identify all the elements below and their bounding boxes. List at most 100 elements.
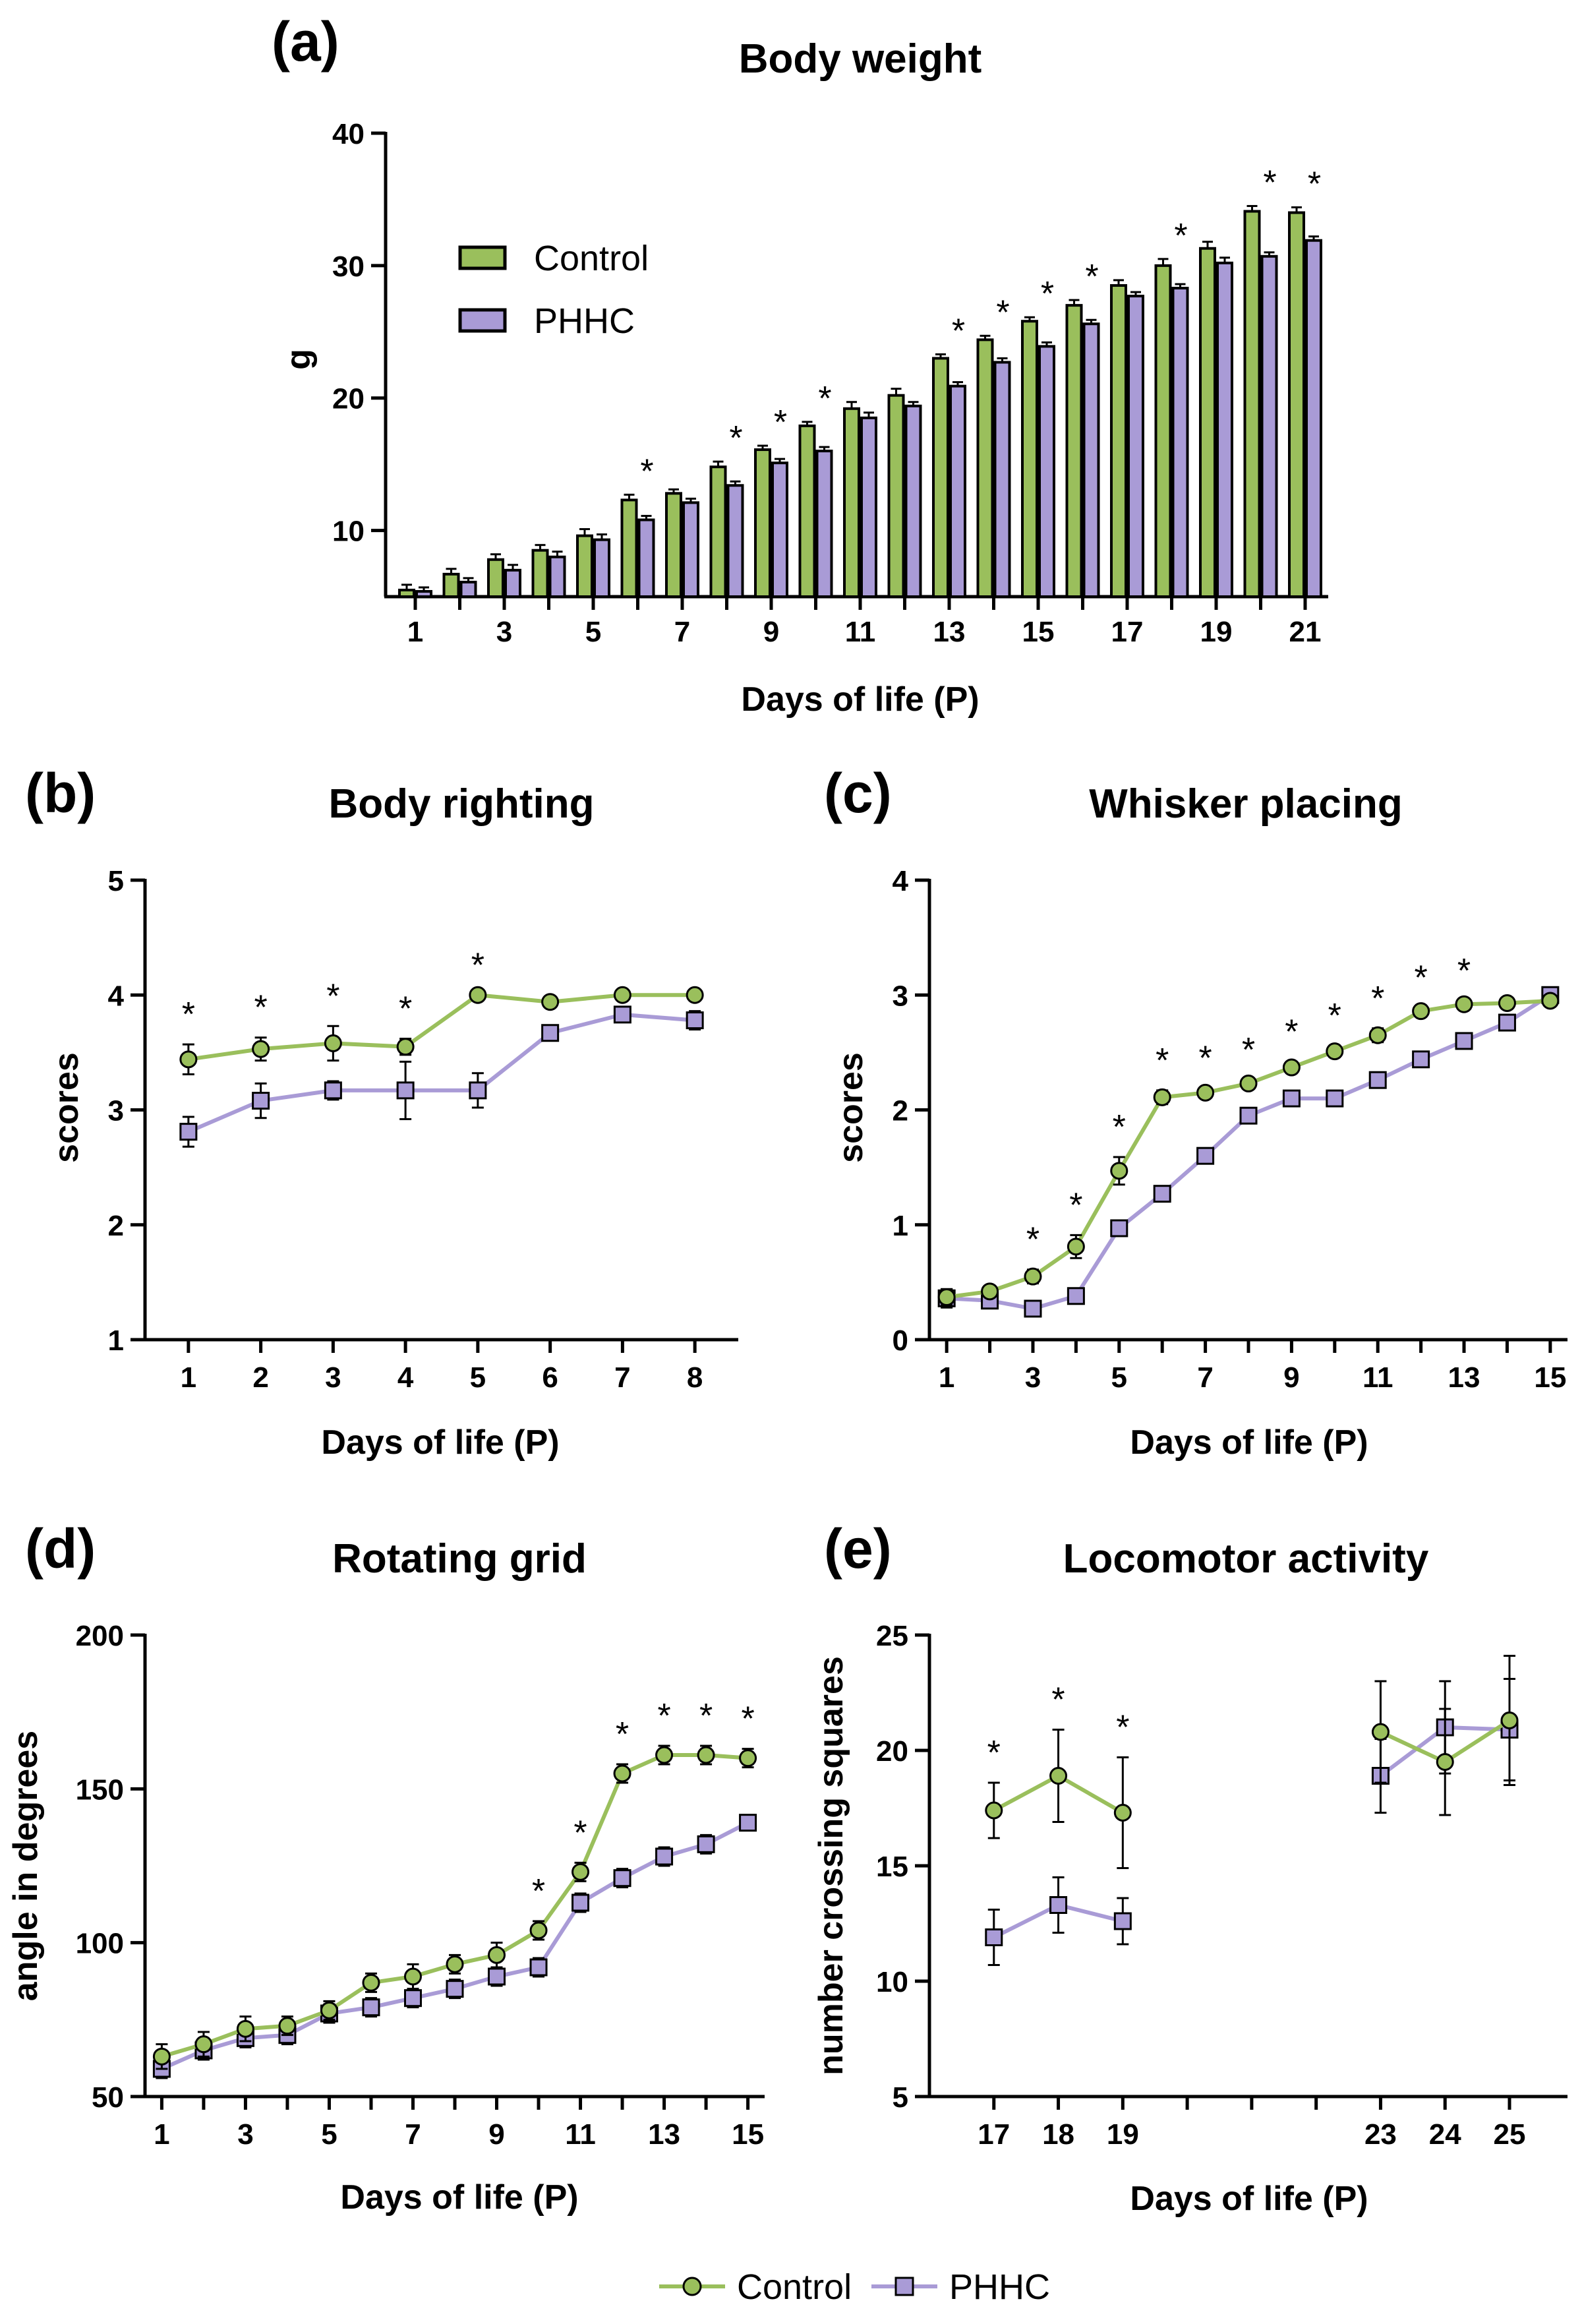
panel-d-point-phhc — [362, 1998, 380, 2017]
panel-a-bar-control — [665, 492, 682, 598]
panel-a-bar-phhc — [815, 450, 833, 598]
panel-b-significance-marker: * — [182, 996, 195, 1034]
panel-a-ytick-label: 40 — [332, 118, 365, 150]
panel-b-point-phhc — [541, 1024, 560, 1042]
panel-b-xtick-label: 1 — [181, 1361, 196, 1394]
panel-d-point-phhc — [446, 1980, 464, 1998]
panel-c-point-control — [1153, 1088, 1171, 1106]
panel-b-xlabel: Days of life (P) — [321, 1423, 559, 1462]
panel-c-xtick-label: 3 — [1025, 1361, 1041, 1394]
panel-d-point-control — [362, 1973, 380, 1992]
panel-d-ytick-label: 100 — [76, 1928, 124, 1960]
panel-d-point-control — [278, 2017, 297, 2035]
panel-e-point-phhc — [1049, 1896, 1068, 1914]
panel-d-significance-marker: * — [573, 1814, 587, 1852]
panel-d-point-control — [446, 1955, 464, 1973]
panel-e-point-control — [1049, 1767, 1068, 1785]
panel-a-bar-phhc — [1082, 322, 1100, 598]
panel-a-bar-phhc — [593, 538, 610, 598]
panel-d-point-control — [655, 1746, 674, 1764]
panel-c-point-phhc — [1282, 1089, 1301, 1108]
panel-e-significance-marker: * — [1116, 1709, 1129, 1747]
bottom-legend-phhc-label: PHHC — [949, 2267, 1050, 2307]
panel-a-bar-control — [442, 572, 460, 599]
panel-d-point-phhc — [697, 1835, 715, 1853]
panel-a-bar-control — [487, 558, 504, 599]
panel-d-point-control — [320, 2001, 338, 2019]
panel-b-label: (b) — [25, 762, 96, 824]
panel-a-significance-marker: * — [640, 452, 653, 491]
bottom-legend: Control PHHC — [659, 2267, 1050, 2307]
panel-a-significance-marker: * — [1085, 258, 1098, 296]
panel-c-title: Whisker placing — [1089, 781, 1402, 827]
panel-a-ytick-label: 20 — [332, 383, 365, 415]
panel-b-point-control — [469, 986, 487, 1004]
legend-control-swatch — [458, 245, 507, 270]
panel-c-xtick-label: 7 — [1197, 1361, 1213, 1394]
panel-b-significance-marker: * — [399, 990, 412, 1028]
panel-e-ylabel: number crossing squares — [812, 1656, 850, 2075]
panel-a-significance-marker: * — [1174, 217, 1187, 255]
panel-e-point-control — [1113, 1804, 1132, 1822]
panel-e-title: Locomotor activity — [1063, 1536, 1429, 1582]
panel-a-bar-phhc — [415, 589, 432, 598]
panel-d-xtick-label: 7 — [405, 2118, 421, 2151]
panel-d-point-phhc — [403, 1989, 422, 2008]
panel-a-label: (a) — [272, 11, 339, 73]
panel-c-ytick-label: 3 — [893, 980, 908, 1012]
panel-a-xtick-label: 15 — [1022, 616, 1055, 648]
panel-d-point-control — [739, 1749, 757, 1768]
panel-a-significance-marker: * — [774, 403, 787, 442]
panel-c-significance-marker: * — [1414, 959, 1427, 997]
panel-a-bar-phhc — [548, 555, 566, 598]
panel-d-point-phhc — [613, 1869, 631, 1888]
panel-b-xtick-label: 4 — [397, 1361, 414, 1394]
panel-a-ylabel: g — [279, 349, 318, 370]
panel-a-xtick-label: 13 — [933, 616, 966, 648]
panel-b-point-control — [179, 1050, 198, 1069]
panel-d-point-phhc — [571, 1893, 590, 1912]
panel-d-xtick-label: 9 — [488, 2118, 504, 2151]
panel-a-bar-phhc — [637, 518, 655, 599]
panel-e-label: (e) — [824, 1518, 892, 1580]
panel-a-significance-marker: * — [952, 312, 965, 350]
panel-c-point-control — [1196, 1083, 1215, 1102]
panel-d-xtick-label: 15 — [732, 2118, 764, 2151]
panel-e-ytick-label: 15 — [876, 1851, 908, 1883]
panel-d: (d) Rotating grid Days of life (P) angle… — [7, 1518, 765, 2217]
panel-c-significance-marker: * — [1242, 1031, 1255, 1069]
bottom-legend-phhc-marker — [894, 2277, 914, 2296]
panel-d-line-control — [161, 1753, 748, 2059]
panel-a-bar-control — [843, 407, 860, 598]
panel-d-point-control — [697, 1746, 715, 1764]
panel-a-xtick-label: 19 — [1200, 616, 1233, 648]
panel-a-bar-phhc — [771, 462, 788, 598]
panel-b-point-phhc — [252, 1092, 270, 1110]
panel-d-label: (d) — [25, 1518, 96, 1580]
panel-c-significance-marker: * — [1198, 1039, 1212, 1077]
panel-b-ytick-label: 2 — [108, 1210, 124, 1242]
panel-a-bar-control — [1243, 210, 1261, 598]
panel-a: (a) Body weight Days of life (P) g 10 20 3… — [272, 11, 1328, 719]
panel-a-bar-control — [531, 549, 549, 599]
panel-c-xtick-label: 11 — [1362, 1361, 1393, 1394]
panel-d-significance-marker: * — [699, 1697, 713, 1735]
panel-c-significance-marker: * — [1026, 1221, 1040, 1259]
panel-a-xtick-label: 17 — [1111, 616, 1144, 648]
panel-d-xlabel: Days of life (P) — [340, 2178, 578, 2217]
panel-b-point-control — [396, 1038, 415, 1056]
panel-a-bar-control — [620, 498, 638, 598]
panel-a-bar-control — [798, 424, 816, 598]
panel-c-xtick-label: 5 — [1111, 1361, 1127, 1394]
panel-b-line-control — [188, 993, 695, 1061]
panel-b-point-phhc — [396, 1081, 415, 1100]
panel-c-significance-marker: * — [1156, 1042, 1169, 1080]
panel-c-xtick-label: 15 — [1534, 1361, 1566, 1394]
panel-c-point-control — [1498, 994, 1516, 1012]
legend-phhc-label: PHHC — [534, 301, 635, 341]
panel-c-point-phhc — [1412, 1050, 1430, 1069]
panel-c-point-phhc — [1196, 1147, 1215, 1165]
panel-d-ytick-label: 50 — [92, 2081, 124, 2114]
